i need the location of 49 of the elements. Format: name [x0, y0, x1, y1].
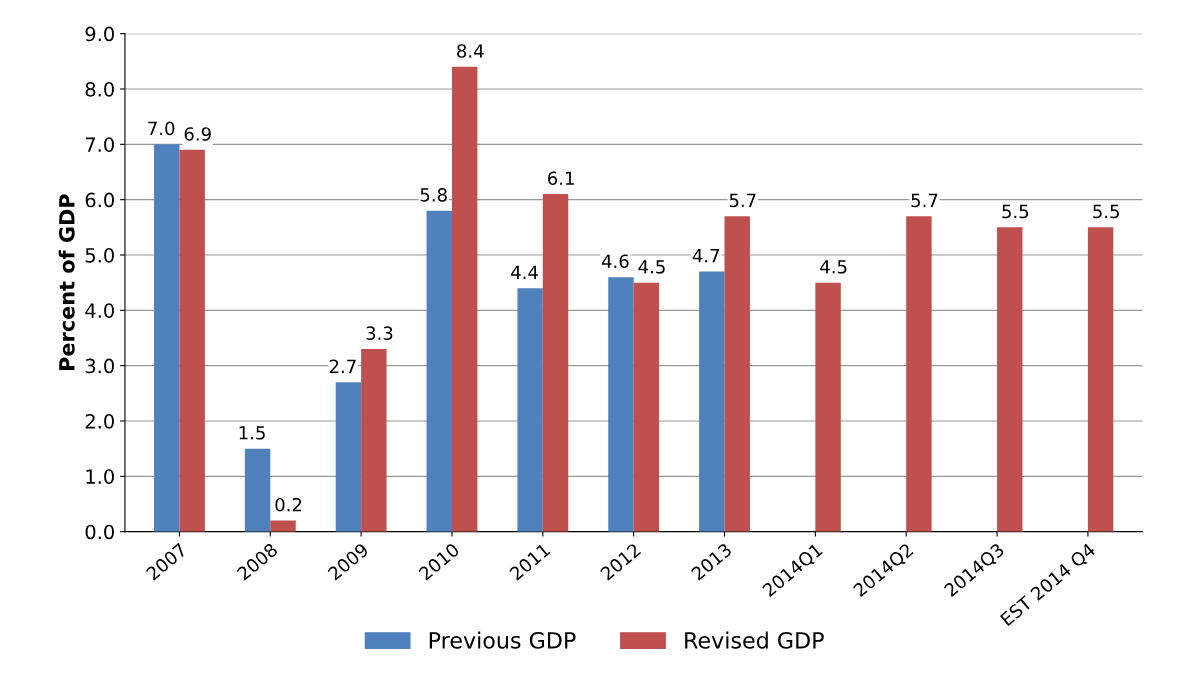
data-label: 8.4 — [457, 44, 484, 58]
y-tick-label: 6.0 — [85, 192, 114, 208]
legend-label: Previous GDP — [429, 631, 576, 649]
y-tick-label: 9.0 — [85, 26, 114, 42]
bar — [451, 66, 478, 532]
data-label: 4.7 — [692, 249, 720, 263]
data-label: 3.3 — [366, 326, 393, 341]
y-axis-title: Percent of GDP — [58, 194, 75, 370]
bar — [608, 277, 634, 532]
bar — [699, 271, 725, 532]
data-label: 6.9 — [184, 127, 211, 141]
data-label: 4.5 — [638, 260, 665, 274]
y-tick-label: 1.0 — [86, 469, 114, 484]
data-label: 5.7 — [729, 193, 756, 208]
data-label: 5.8 — [420, 188, 447, 202]
data-label: 2.7 — [329, 359, 356, 373]
bar — [906, 216, 932, 532]
bar — [244, 448, 271, 532]
data-label: 4.5 — [820, 260, 847, 274]
bar — [361, 349, 387, 532]
legend-label: Revised GDP — [685, 631, 824, 649]
y-tick-label: 2.0 — [85, 413, 114, 429]
bar — [997, 227, 1023, 532]
data-label: 1.5 — [239, 426, 265, 440]
bar — [426, 210, 452, 532]
y-tick-label: 8.0 — [85, 81, 114, 97]
y-tick-label: 0.0 — [85, 524, 114, 540]
bar — [542, 194, 569, 532]
bar — [154, 144, 180, 532]
y-tick-label: 4.0 — [85, 303, 114, 318]
bar — [517, 288, 543, 532]
data-label: 4.6 — [601, 254, 629, 269]
bar — [1087, 227, 1114, 532]
y-tick-label: 3.0 — [85, 358, 114, 374]
data-label: 5.5 — [1002, 204, 1029, 219]
bar — [724, 216, 750, 532]
bar — [335, 382, 362, 532]
bar — [179, 149, 205, 532]
bar — [815, 282, 841, 532]
data-label: 6.1 — [548, 171, 574, 186]
data-label: 0.2 — [275, 497, 302, 512]
data-label: 4.4 — [511, 265, 538, 279]
y-tick-label: 5.0 — [85, 247, 114, 263]
data-label: 5.5 — [1093, 204, 1119, 219]
bar — [270, 520, 296, 532]
data-label: 5.7 — [911, 193, 938, 208]
data-label: 7.0 — [148, 121, 175, 136]
y-tick-label: 7.0 — [85, 137, 114, 152]
bar — [633, 282, 660, 532]
